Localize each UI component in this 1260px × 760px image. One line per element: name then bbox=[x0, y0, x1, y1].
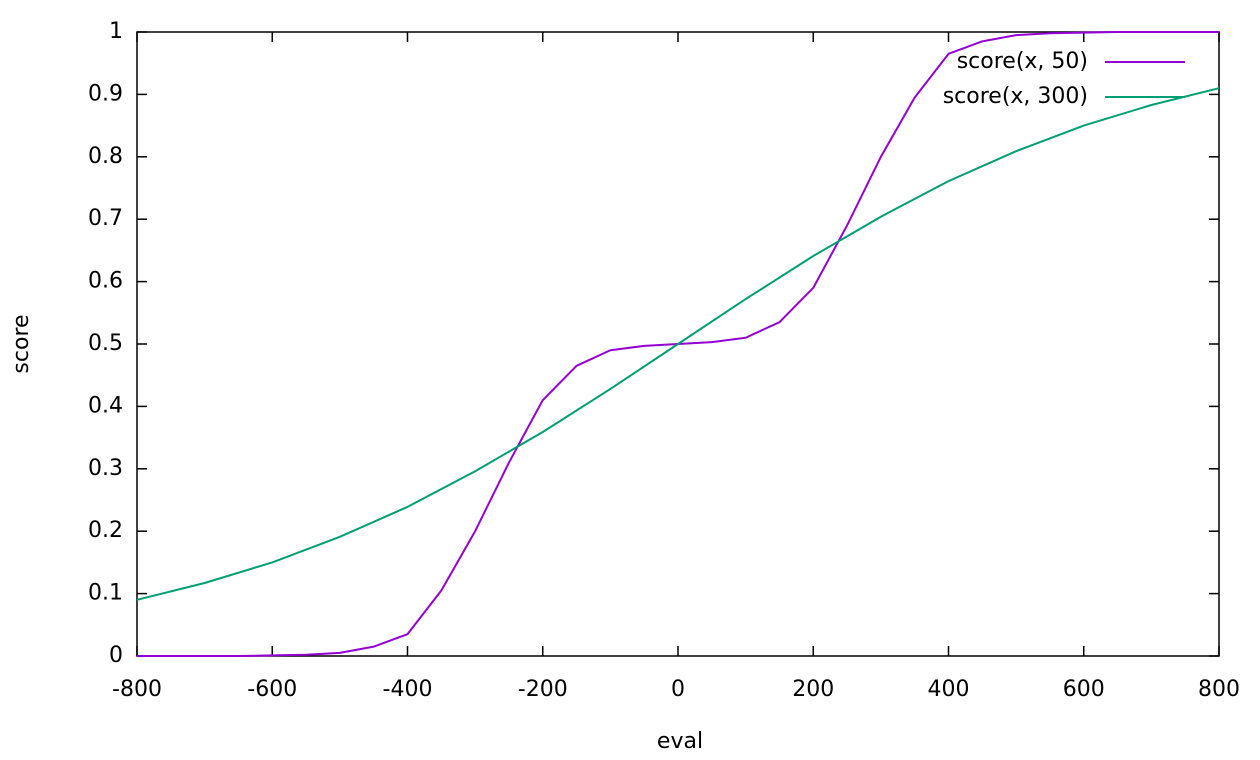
x-tick-label: -400 bbox=[383, 677, 433, 702]
plot-border bbox=[136, 31, 1220, 657]
x-tick-label: 600 bbox=[1063, 677, 1105, 702]
y-tick-label: 0.4 bbox=[88, 393, 123, 418]
x-axis-label: eval bbox=[657, 729, 703, 754]
x-tick-label: 0 bbox=[671, 677, 685, 702]
x-tick-label: -600 bbox=[247, 677, 297, 702]
x-tick-label: 800 bbox=[1198, 677, 1240, 702]
y-tick-label: 0.2 bbox=[88, 518, 123, 543]
x-tick-label: -200 bbox=[518, 677, 568, 702]
y-tick-label: 0.6 bbox=[88, 269, 123, 294]
y-tick-label: 0 bbox=[109, 643, 123, 668]
y-tick-label: 0.9 bbox=[88, 81, 123, 106]
legend-label: score(x, 300) bbox=[943, 84, 1088, 109]
x-tick-label: 400 bbox=[928, 677, 970, 702]
y-tick-label: 1 bbox=[109, 19, 123, 44]
legend-label: score(x, 50) bbox=[957, 49, 1088, 74]
y-tick-label: 0.7 bbox=[88, 206, 123, 231]
x-tick-label: 200 bbox=[792, 677, 834, 702]
y-tick-label: 0.3 bbox=[88, 456, 123, 481]
y-tick-label: 0.8 bbox=[88, 144, 123, 169]
y-tick-label: 0.5 bbox=[88, 331, 123, 356]
y-axis-label: score bbox=[9, 314, 34, 373]
x-tick-label: -800 bbox=[112, 677, 162, 702]
line-series bbox=[136, 87, 1220, 601]
y-tick-label: 0.1 bbox=[88, 581, 123, 606]
